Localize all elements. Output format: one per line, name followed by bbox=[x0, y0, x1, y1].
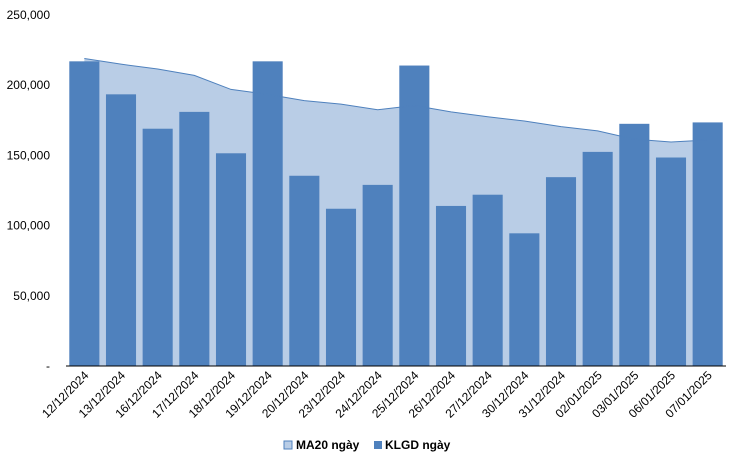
legend-label-klgd: KLGD ngày bbox=[385, 438, 451, 452]
volume-bar bbox=[179, 111, 210, 366]
volume-bar bbox=[362, 184, 393, 366]
y-tick-label: 100,000 bbox=[7, 219, 51, 233]
volume-bar bbox=[289, 175, 320, 366]
ma20-line-layer bbox=[84, 58, 708, 143]
volume-bar bbox=[325, 208, 357, 366]
volume-bar bbox=[545, 177, 577, 366]
ma20-area-layer bbox=[84, 58, 708, 367]
volume-bar bbox=[619, 123, 650, 366]
y-tick-label: 200,000 bbox=[7, 78, 51, 92]
y-tick-label: - bbox=[46, 359, 50, 373]
volume-bar bbox=[582, 151, 613, 366]
volume-bar bbox=[509, 233, 540, 366]
legend-label-ma20: MA20 ngày bbox=[296, 438, 360, 452]
legend-swatch-klgd bbox=[374, 441, 382, 449]
legend: MA20 ngày KLGD ngày bbox=[283, 438, 451, 452]
volume-bar bbox=[252, 61, 283, 366]
y-tick-label: 50,000 bbox=[13, 289, 50, 303]
volume-bar bbox=[215, 153, 247, 366]
volume-bar bbox=[655, 157, 687, 366]
volume-bar bbox=[435, 205, 467, 366]
x-tick-labels: 12/12/202413/12/202416/12/202417/12/2024… bbox=[39, 368, 715, 421]
volume-bar-layer bbox=[69, 61, 723, 366]
volume-bar bbox=[472, 194, 503, 366]
y-tick-label: 150,000 bbox=[7, 148, 51, 162]
ma20-area bbox=[84, 58, 708, 367]
volume-bar bbox=[399, 65, 430, 366]
legend-swatch-ma20 bbox=[283, 440, 293, 450]
y-tick-labels: - 50,000 100,000 150,000 200,000 250,000 bbox=[7, 8, 51, 373]
volume-bar bbox=[142, 128, 173, 366]
ma20-line bbox=[84, 58, 708, 143]
y-tick-label: 250,000 bbox=[7, 8, 51, 22]
volume-bar bbox=[105, 94, 137, 366]
volume-bar bbox=[692, 122, 723, 366]
volume-bar bbox=[69, 61, 100, 366]
